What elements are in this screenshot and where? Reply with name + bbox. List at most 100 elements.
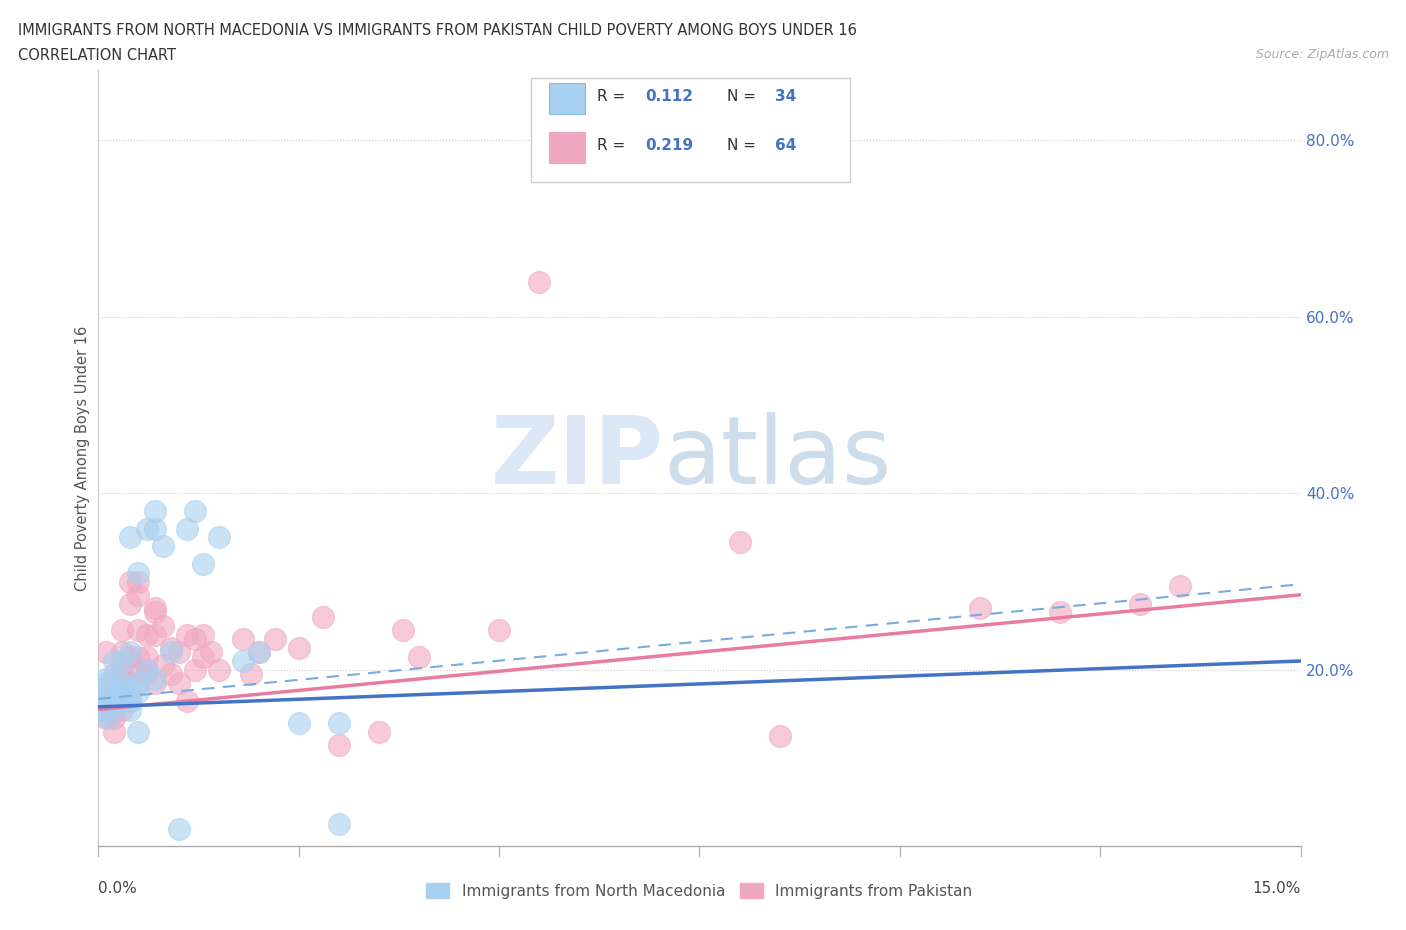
Point	[247, 644, 270, 659]
Point	[191, 649, 214, 664]
Point	[96, 684, 118, 699]
Text: atlas: atlas	[664, 412, 891, 504]
Point	[176, 627, 198, 642]
Point	[111, 675, 134, 690]
Point	[312, 609, 335, 624]
Point	[328, 817, 350, 831]
Point	[328, 737, 350, 752]
Point	[288, 641, 311, 656]
Point	[111, 702, 134, 717]
Point	[135, 649, 157, 664]
Point	[96, 680, 118, 695]
Point	[208, 662, 231, 677]
Point	[120, 684, 142, 699]
Point	[152, 658, 174, 672]
Point	[159, 644, 181, 659]
Text: N =: N =	[727, 139, 761, 153]
Point	[120, 649, 142, 664]
Point	[288, 715, 311, 730]
Point	[143, 605, 166, 620]
Point	[120, 644, 142, 659]
Point	[128, 662, 150, 677]
Point	[120, 693, 142, 708]
Point	[135, 662, 157, 677]
Point	[91, 702, 114, 717]
Point	[263, 631, 285, 646]
Point	[183, 503, 205, 518]
Point	[728, 535, 751, 550]
Text: R =: R =	[598, 139, 630, 153]
Point	[128, 675, 150, 690]
Point	[128, 724, 150, 739]
Point	[128, 574, 150, 589]
Point	[103, 689, 125, 704]
Text: 0.112: 0.112	[645, 89, 693, 104]
Point	[969, 601, 991, 616]
Point	[488, 623, 510, 638]
Point	[120, 693, 142, 708]
Point	[111, 644, 134, 659]
Legend: Immigrants from North Macedonia, Immigrants from Pakistan: Immigrants from North Macedonia, Immigra…	[420, 876, 979, 905]
Point	[167, 821, 190, 836]
Point	[96, 702, 118, 717]
Point	[135, 627, 157, 642]
Point	[183, 662, 205, 677]
Point	[103, 698, 125, 712]
Point	[103, 711, 125, 725]
Point	[103, 654, 125, 669]
Point	[328, 715, 350, 730]
Point	[135, 667, 157, 682]
Point	[143, 503, 166, 518]
Text: IMMIGRANTS FROM NORTH MACEDONIA VS IMMIGRANTS FROM PAKISTAN CHILD POVERTY AMONG : IMMIGRANTS FROM NORTH MACEDONIA VS IMMIG…	[18, 23, 858, 38]
Point	[111, 684, 134, 699]
Point	[107, 684, 129, 699]
Point	[143, 671, 166, 686]
Point	[1170, 578, 1192, 593]
Point	[120, 675, 142, 690]
Point	[191, 556, 214, 571]
Text: 64: 64	[775, 139, 797, 153]
Point	[1049, 605, 1071, 620]
Point	[103, 698, 125, 712]
Point	[200, 644, 222, 659]
Text: 15.0%: 15.0%	[1253, 882, 1301, 897]
Point	[111, 623, 134, 638]
Point	[128, 675, 150, 690]
Point	[111, 680, 134, 695]
Point	[111, 667, 134, 682]
Point	[167, 675, 190, 690]
Point	[96, 711, 118, 725]
Point	[128, 565, 150, 580]
FancyBboxPatch shape	[531, 77, 849, 182]
Point	[128, 588, 150, 603]
Y-axis label: Child Poverty Among Boys Under 16: Child Poverty Among Boys Under 16	[75, 326, 90, 591]
Point	[120, 702, 142, 717]
Point	[103, 675, 125, 690]
Point	[120, 574, 142, 589]
Point	[143, 675, 166, 690]
Point	[392, 623, 415, 638]
Point	[232, 631, 254, 646]
Text: 34: 34	[775, 89, 796, 104]
Point	[120, 684, 142, 699]
Point	[143, 521, 166, 536]
Text: ZIP: ZIP	[491, 412, 664, 504]
Point	[103, 724, 125, 739]
Point	[239, 667, 262, 682]
Point	[103, 667, 125, 682]
Point	[96, 702, 118, 717]
Point	[183, 631, 205, 646]
Point	[120, 530, 142, 545]
FancyBboxPatch shape	[550, 83, 585, 114]
Point	[94, 693, 117, 708]
Point	[143, 601, 166, 616]
Point	[152, 538, 174, 553]
Point	[159, 641, 181, 656]
Point	[152, 618, 174, 633]
Point	[247, 644, 270, 659]
Point	[103, 689, 125, 704]
Point	[111, 693, 134, 708]
Point	[96, 644, 118, 659]
Point	[120, 596, 142, 611]
Point	[128, 623, 150, 638]
